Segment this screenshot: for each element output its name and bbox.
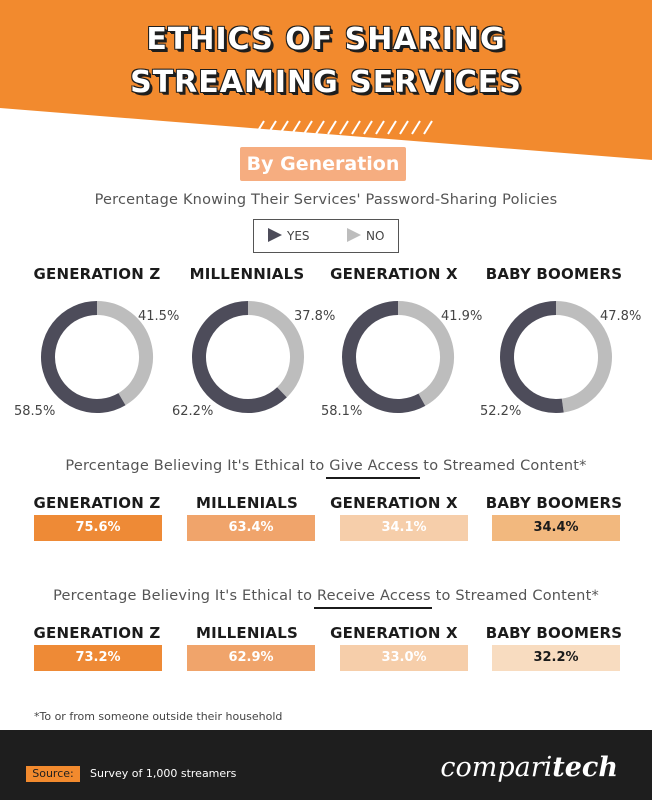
- give-category-baby-boomers: BABY BOOMERS: [485, 494, 623, 512]
- logo-regular-part: compari: [440, 752, 553, 783]
- receive-category-millenials: MILLENIALS: [196, 624, 298, 642]
- donut-slice-yes-baby-boomers: [500, 301, 564, 413]
- comparitech-logo: comparitech: [440, 752, 618, 783]
- give-bar-gen-z: 75.6%: [34, 515, 162, 541]
- donut-category-gen-x: GENERATION X: [330, 265, 458, 283]
- receive-bar-millenials: 62.9%: [187, 645, 315, 671]
- gen-z-yes-label: 58.5%: [14, 404, 56, 419]
- give-bar-millenials: 63.4%: [187, 515, 315, 541]
- generation-badge: By Generation: [240, 147, 406, 181]
- legend-no-label: NO: [366, 229, 385, 243]
- receive-access-title-start: Percentage Believing It's Ethical to: [53, 588, 317, 604]
- give-bar-baby-boomers: 34.4%: [492, 515, 620, 541]
- legend-yes-label: YES: [287, 229, 310, 243]
- give-access-underline: [326, 477, 420, 479]
- donut-slice-no-gen-z: [96, 301, 153, 406]
- millennials-no-label: 37.8%: [294, 309, 336, 324]
- legend: YES NO: [253, 219, 399, 253]
- gen-x-no-label: 41.9%: [441, 309, 483, 324]
- give-bar-gen-x: 34.1%: [340, 515, 468, 541]
- legend-no-swatch: [347, 228, 361, 242]
- receive-access-title-end: to Streamed Content*: [430, 588, 599, 604]
- receive-access-title: Percentage Believing It's Ethical to Rec…: [0, 588, 652, 604]
- donut-slice-no-baby-boomers: [555, 301, 612, 413]
- give-access-emphasis: Give Access: [329, 458, 419, 474]
- donut-slice-yes-gen-x: [342, 301, 426, 413]
- donut-slice-no-gen-x: [397, 301, 454, 406]
- knowing-policies-title: Percentage Knowing Their Services' Passw…: [94, 192, 558, 208]
- logo-bold-part: tech: [552, 752, 618, 783]
- donut-charts: [41, 301, 612, 413]
- receive-category-baby-boomers: BABY BOOMERS: [485, 624, 623, 642]
- page-title-line-1: ETHICS OF SHARING: [146, 22, 506, 57]
- donut-category-millennials: MILLENNIALS: [189, 265, 305, 283]
- donut-slice-no-millennials: [247, 301, 304, 398]
- donut-slice-yes-millennials: [192, 301, 287, 413]
- legend-yes-swatch: [268, 228, 282, 242]
- source-label: Source:: [26, 766, 80, 782]
- give-access-title: Percentage Believing It's Ethical to Giv…: [0, 458, 652, 474]
- footer: [0, 730, 652, 800]
- donut-slice-yes-gen-z: [41, 301, 126, 413]
- receive-bar-gen-z: 73.2%: [34, 645, 162, 671]
- receive-access-emphasis: Receive Access: [316, 588, 431, 604]
- page-title-line-2: STREAMING SERVICES: [130, 65, 522, 100]
- give-access-title-end: to Streamed Content*: [418, 458, 587, 474]
- donut-category-gen-z: GENERATION Z: [33, 265, 161, 283]
- footnote: *To or from someone outside their househ…: [34, 710, 283, 723]
- donut-category-baby-boomers: BABY BOOMERS: [485, 265, 623, 283]
- baby-boomers-no-label: 47.8%: [600, 309, 642, 324]
- source-text: Survey of 1,000 streamers: [90, 767, 237, 780]
- receive-bar-baby-boomers: 32.2%: [492, 645, 620, 671]
- receive-bar-gen-x: 33.0%: [340, 645, 468, 671]
- header-background: [0, 0, 652, 160]
- baby-boomers-yes-label: 52.2%: [480, 404, 522, 419]
- receive-category-gen-x: GENERATION X: [330, 624, 458, 642]
- give-category-millenials: MILLENIALS: [196, 494, 298, 512]
- gen-x-yes-label: 58.1%: [321, 404, 363, 419]
- give-category-gen-z: GENERATION Z: [33, 494, 161, 512]
- millennials-yes-label: 62.2%: [172, 404, 214, 419]
- receive-category-gen-z: GENERATION Z: [33, 624, 161, 642]
- receive-access-underline: [314, 607, 432, 609]
- gen-z-no-label: 41.5%: [138, 309, 180, 324]
- give-category-gen-x: GENERATION X: [330, 494, 458, 512]
- give-access-title-start: Percentage Believing It's Ethical to: [65, 458, 330, 474]
